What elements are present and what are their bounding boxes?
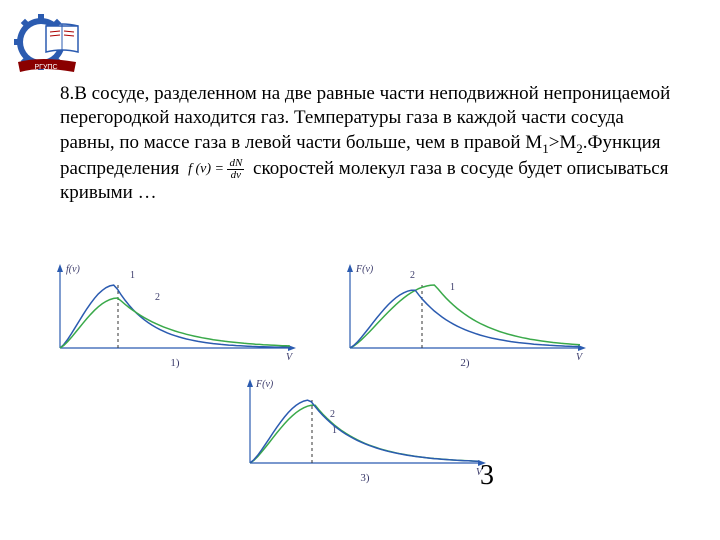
svg-text:2: 2	[410, 270, 415, 281]
svg-text:V: V	[576, 352, 584, 363]
svg-text:РГУПС: РГУПС	[35, 64, 58, 71]
chart-row-bottom: F(v)V123)	[50, 375, 680, 490]
problem-mid1: >M	[549, 132, 577, 153]
chart-row-top: f(v) V 1 2 1) F(v) V 1 2 2)	[50, 260, 680, 375]
svg-text:1): 1)	[170, 357, 180, 369]
formula-fv: f (v)	[188, 162, 211, 177]
formula-den: dv	[227, 170, 244, 181]
svg-text:F(v): F(v)	[255, 379, 274, 390]
svg-text:2: 2	[330, 409, 335, 420]
svg-text:1: 1	[130, 270, 135, 281]
svg-text:F(v): F(v)	[355, 264, 374, 275]
chart-1: f(v) V 1 2 1)	[50, 260, 300, 375]
formula: f (v) = dN dv	[188, 158, 244, 181]
problem-statement: 8.В сосуде, разделенном на две равные ча…	[60, 82, 680, 206]
svg-text:3): 3)	[360, 472, 370, 484]
chart-2: F(v) V 1 2 2)	[340, 260, 590, 375]
svg-text:2): 2)	[460, 357, 470, 369]
svg-text:f(v): f(v)	[66, 264, 81, 275]
charts-area: f(v) V 1 2 1) F(v) V 1 2 2) F(v) V 1 2 3)	[50, 260, 680, 490]
chart-3: F(v)V123)	[240, 375, 490, 490]
answer-number: 3	[480, 460, 494, 492]
svg-text:V: V	[286, 352, 294, 363]
svg-text:1: 1	[450, 282, 455, 293]
formula-eq: =	[215, 162, 224, 177]
university-logo: РГУПС	[8, 8, 88, 78]
svg-text:2: 2	[155, 292, 160, 303]
